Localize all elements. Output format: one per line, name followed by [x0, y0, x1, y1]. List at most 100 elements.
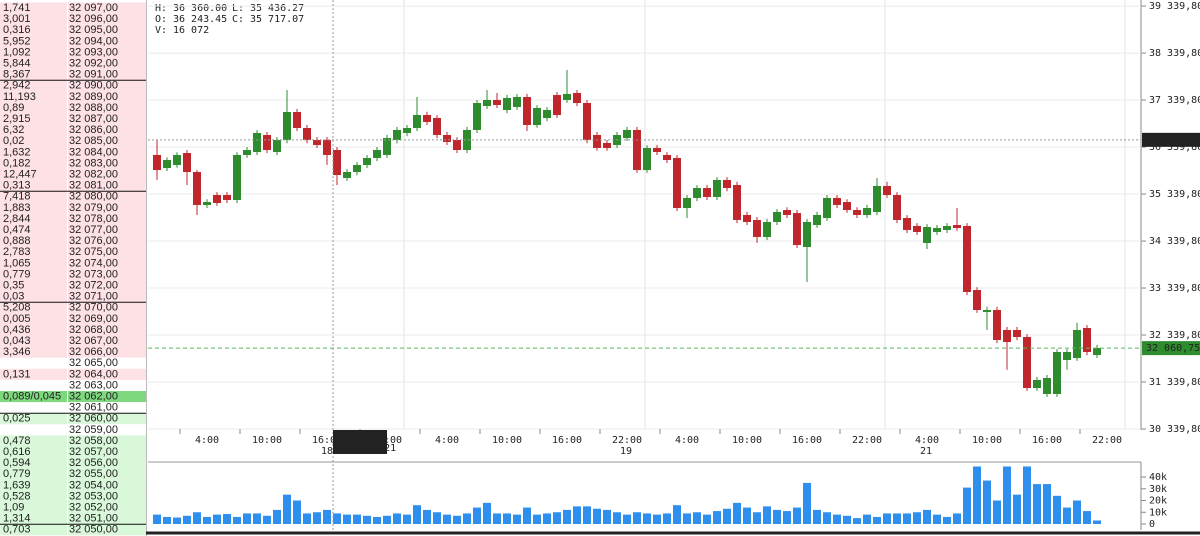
volume-cell — [0, 268, 67, 280]
volume-bar — [933, 514, 941, 524]
candle-body — [433, 117, 441, 136]
volume: 0,89 — [3, 102, 24, 114]
x-tick-label: 16:00 — [1032, 435, 1062, 446]
price: 32 052,00 — [69, 501, 118, 513]
volume-bar — [1003, 466, 1011, 524]
volume-bar — [743, 507, 751, 524]
volume-cell — [0, 24, 67, 36]
volume: 0,616 — [3, 446, 31, 458]
volume-bar — [343, 514, 351, 524]
candle-body — [503, 97, 511, 111]
volume-cell — [0, 80, 67, 92]
price: 32 061,00 — [69, 402, 118, 414]
price: 32 076,00 — [69, 235, 118, 247]
candle-body — [233, 154, 241, 200]
volume-tick-label: 10k — [1149, 507, 1167, 518]
candle-body — [703, 188, 711, 197]
volume-cell — [0, 69, 67, 81]
price: 32 088,00 — [69, 102, 118, 114]
volume-bar — [923, 509, 931, 524]
price-cell — [68, 2, 146, 14]
x-tick-label: 16:00 — [552, 435, 582, 446]
y-tick-label: 32 339,80 — [1149, 330, 1200, 341]
volume-tick-label: 40k — [1149, 472, 1167, 483]
price: 32 059,00 — [69, 424, 118, 436]
price-cell — [68, 324, 146, 336]
volume-bar — [313, 512, 321, 524]
price: 32 068,00 — [69, 324, 118, 336]
candle-body — [1053, 352, 1061, 394]
candle-body — [493, 99, 501, 105]
candle-body — [943, 225, 951, 230]
volume: 0,594 — [3, 457, 31, 469]
volume-bar — [173, 517, 181, 524]
volume: 0,131 — [3, 368, 31, 380]
candle-body — [663, 154, 671, 161]
volume: 3,346 — [3, 346, 31, 358]
volume-bar — [493, 513, 501, 524]
volume: 0,436 — [3, 324, 31, 336]
candle-body — [843, 202, 851, 211]
candle-body — [683, 197, 691, 208]
volume-bar — [803, 482, 811, 524]
volume-bar — [953, 513, 961, 524]
volume-bar — [833, 514, 841, 524]
volume-bar — [503, 513, 511, 524]
candle-body — [393, 129, 401, 140]
volume-cell — [0, 135, 67, 147]
volume-bar — [1033, 484, 1041, 524]
volume: 6,32 — [3, 124, 24, 136]
price: 32 067,00 — [69, 335, 118, 347]
ohlc-label: L: — [232, 3, 244, 14]
candle-body — [243, 149, 251, 155]
candle-body — [343, 171, 351, 179]
volume-bar — [203, 516, 211, 524]
volume-bar — [763, 506, 771, 524]
candle-body — [1083, 328, 1091, 353]
crosshair-price-box — [1142, 132, 1200, 147]
price: 32 051,00 — [69, 513, 118, 525]
candle-body — [633, 129, 641, 171]
volume-bar — [453, 515, 461, 524]
candle-body — [413, 114, 421, 129]
price-cell — [68, 102, 146, 114]
candle-body — [823, 197, 831, 218]
volume-cell — [0, 291, 67, 303]
price-cell — [68, 346, 146, 358]
volume: 0,03 — [3, 291, 24, 303]
volume-bar — [1013, 494, 1021, 524]
price-cell — [68, 124, 146, 136]
volume: 0,35 — [3, 279, 24, 291]
volume: 0,779 — [3, 468, 31, 480]
price: 32 058,00 — [69, 435, 118, 447]
candle-body — [693, 188, 701, 198]
price-cell — [68, 424, 146, 436]
volume: 0,703 — [3, 524, 31, 536]
candle-body — [863, 207, 871, 215]
ohlc-label: V: — [155, 25, 167, 36]
candle-body — [303, 128, 311, 140]
volume-bar — [1063, 507, 1071, 524]
volume-cell — [0, 124, 67, 136]
candle-body — [293, 111, 301, 129]
volume-bar — [653, 514, 661, 524]
volume-cell — [0, 213, 67, 225]
candle-body — [1023, 336, 1031, 389]
price: 32 096,00 — [69, 13, 118, 25]
volume: 0,182 — [3, 157, 31, 169]
price: 32 053,00 — [69, 490, 118, 502]
volume: 3,001 — [3, 13, 31, 25]
volume-cell — [0, 413, 67, 425]
volume-bar — [863, 514, 871, 524]
volume-cell — [0, 113, 67, 125]
ohlc-value: 35 436.27 — [250, 3, 304, 14]
candle-body — [733, 185, 741, 221]
candle-body — [743, 214, 751, 222]
volume-cell — [0, 169, 67, 181]
candle-body — [643, 147, 651, 171]
candle-body — [213, 195, 221, 204]
volume-bar — [543, 513, 551, 524]
volume: 5,952 — [3, 35, 31, 47]
volume-bar — [273, 509, 281, 524]
volume-bar — [1043, 484, 1051, 524]
